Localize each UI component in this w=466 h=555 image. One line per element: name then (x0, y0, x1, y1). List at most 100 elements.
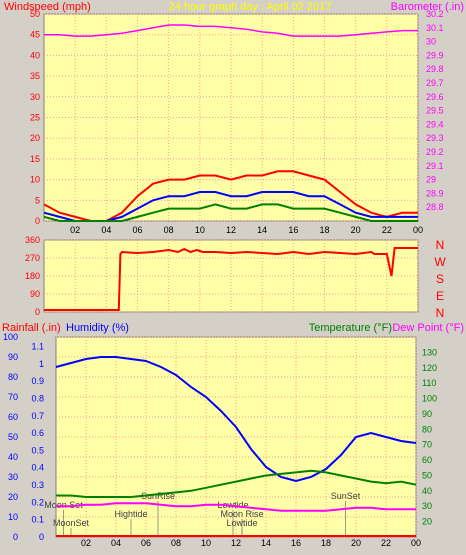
direction-tick-label: 360 (25, 235, 40, 245)
rainfall-tick-label: 0.9 (31, 376, 44, 386)
temperature-x-tick-label: 10 (201, 538, 211, 548)
temperature-tick-label: 20 (422, 517, 432, 527)
windspeed-tick-label: 5 (35, 195, 40, 205)
humidity-axis-label: Humidity (%) (66, 322, 129, 334)
windspeed-tick-label: 35 (30, 71, 40, 81)
barometer-tick-label: 29.7 (426, 78, 444, 88)
wind-direction-series (44, 247, 418, 311)
barometer-axis-label: Barometer (.in) (391, 1, 464, 13)
barometer-tick-label: 29.9 (426, 50, 444, 60)
barometer-tick-label: 29.1 (426, 161, 444, 171)
series-wind-direction (44, 247, 418, 311)
humidity-tick-label: 30 (8, 472, 18, 482)
temperature-humidity-grid (56, 336, 417, 538)
wind-barometer-axes: 0 5 10 15 20 25 30 35 40 45 50 28.8 28.9 29 29.1 29.2 29… (30, 9, 444, 235)
direction-tick-label: 0 (35, 307, 40, 317)
humidity-tick-label: 10 (8, 512, 18, 522)
temperature-humidity-series (55, 356, 417, 537)
humidity-tick-label: 80 (8, 372, 18, 382)
barometer-tick-label: 28.8 (426, 202, 444, 212)
rainfall-tick-label: 1 (39, 359, 44, 369)
barometer-tick-label: 29.5 (426, 106, 444, 116)
rainfall-tick-label: 0.3 (31, 480, 44, 490)
windspeed-tick-label: 20 (30, 133, 40, 143)
wind-barometer-series (43, 24, 418, 222)
rainfall-tick-label: 0.6 (31, 428, 44, 438)
rainfall-tick-label: 0.4 (31, 463, 44, 473)
wind-x-tick-label: 12 (226, 225, 236, 235)
windspeed-tick-label: 30 (30, 92, 40, 102)
temperature-x-tick-label: 06 (141, 538, 151, 548)
rainfall-tick-label: 0.7 (31, 411, 44, 421)
temperature-x-tick-label: 00 (411, 538, 421, 548)
wind-x-tick-label: 04 (101, 225, 111, 235)
temperature-tick-label: 70 (422, 440, 432, 450)
series-dew-point (56, 502, 416, 512)
event-label: SunSet (331, 491, 361, 501)
humidity-tick-label: 40 (8, 452, 18, 462)
temperature-tick-label: 120 (422, 363, 437, 373)
compass-labels: N W S E N (434, 238, 446, 320)
temperature-tick-label: 80 (422, 424, 432, 434)
direction-tick-label: 180 (25, 271, 40, 281)
rainfall-tick-label: 0 (39, 532, 44, 542)
temperature-tick-label: 50 (422, 470, 432, 480)
wind-x-tick-label: 14 (257, 225, 267, 235)
rainfall-tick-label: 0.8 (31, 393, 44, 403)
rainfall-tick-label: 0.2 (31, 497, 44, 507)
dewpoint-axis-label: Dew Point (°F) (392, 322, 464, 334)
temperature-x-tick-label: 08 (171, 538, 181, 548)
temperature-x-tick-label: 12 (231, 538, 241, 548)
temperature-humidity-axes: 010203040506070809010000.10.20.30.40.50.… (3, 332, 437, 548)
event-label: Moon Rise (220, 509, 263, 519)
direction-tick-label: 90 (30, 289, 40, 299)
wind-barometer-grid (44, 13, 419, 222)
compass-label-e: E (436, 289, 444, 303)
series-temperature (56, 469, 417, 498)
humidity-tick-label: 100 (3, 332, 18, 342)
direction-tick-label: 270 (25, 253, 40, 263)
barometer-tick-label: 29.8 (426, 64, 444, 74)
temperature-x-tick-label: 16 (291, 538, 301, 548)
barometer-tick-label: 29.6 (426, 92, 444, 102)
temperature-tick-label: 40 (422, 486, 432, 496)
windspeed-axis-label: Windspeed (mph) (4, 1, 91, 13)
chart-title: 24 hour graph day : April 02 2017 (169, 1, 332, 13)
temperature-x-tick-label: 18 (321, 538, 331, 548)
humidity-tick-label: 70 (8, 392, 18, 402)
humidity-tick-label: 90 (8, 352, 18, 362)
humidity-tick-label: 20 (8, 492, 18, 502)
event-label: Hightide (114, 509, 147, 519)
series-wind-minimum (43, 203, 418, 222)
humidity-tick-label: 0 (13, 532, 18, 542)
temperature-tick-label: 90 (422, 409, 432, 419)
temperature-x-tick-label: 20 (351, 538, 361, 548)
windspeed-tick-label: 50 (30, 9, 40, 19)
event-label: Moon Set (44, 500, 83, 510)
event-label: SunRise (141, 491, 175, 501)
barometer-tick-label: 30.2 (426, 9, 444, 19)
event-label: MoonSet (53, 518, 90, 528)
wind-x-tick-label: 08 (164, 225, 174, 235)
temperature-x-tick-label: 22 (381, 538, 391, 548)
series-humidity (55, 356, 417, 483)
compass-label-n-top: N (436, 238, 445, 252)
wind-x-tick-label: 02 (70, 225, 80, 235)
temperature-tick-label: 130 (422, 347, 437, 357)
temperature-axis-label: Temperature (°F) (309, 322, 392, 334)
wind-x-tick-label: 22 (382, 225, 392, 235)
windspeed-tick-label: 25 (30, 113, 40, 123)
wind-x-tick-label: 10 (195, 225, 205, 235)
temperature-tick-label: 30 (422, 501, 432, 511)
temperature-tick-label: 100 (422, 394, 437, 404)
rainfall-axis-label: Rainfall (.in) (2, 322, 61, 334)
temperature-tick-label: 110 (422, 378, 436, 388)
barometer-tick-label: 30 (426, 37, 436, 47)
windspeed-tick-label: 15 (30, 154, 40, 164)
windspeed-tick-label: 10 (30, 175, 40, 185)
windspeed-tick-label: 45 (30, 30, 40, 40)
event-label: Lowtide (226, 518, 257, 528)
humidity-tick-label: 50 (8, 432, 18, 442)
temperature-x-tick-label: 02 (81, 538, 91, 548)
